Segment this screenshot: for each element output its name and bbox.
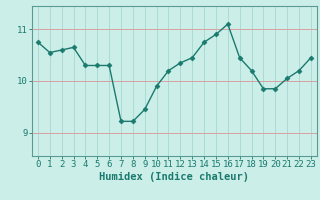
- X-axis label: Humidex (Indice chaleur): Humidex (Indice chaleur): [100, 172, 249, 182]
